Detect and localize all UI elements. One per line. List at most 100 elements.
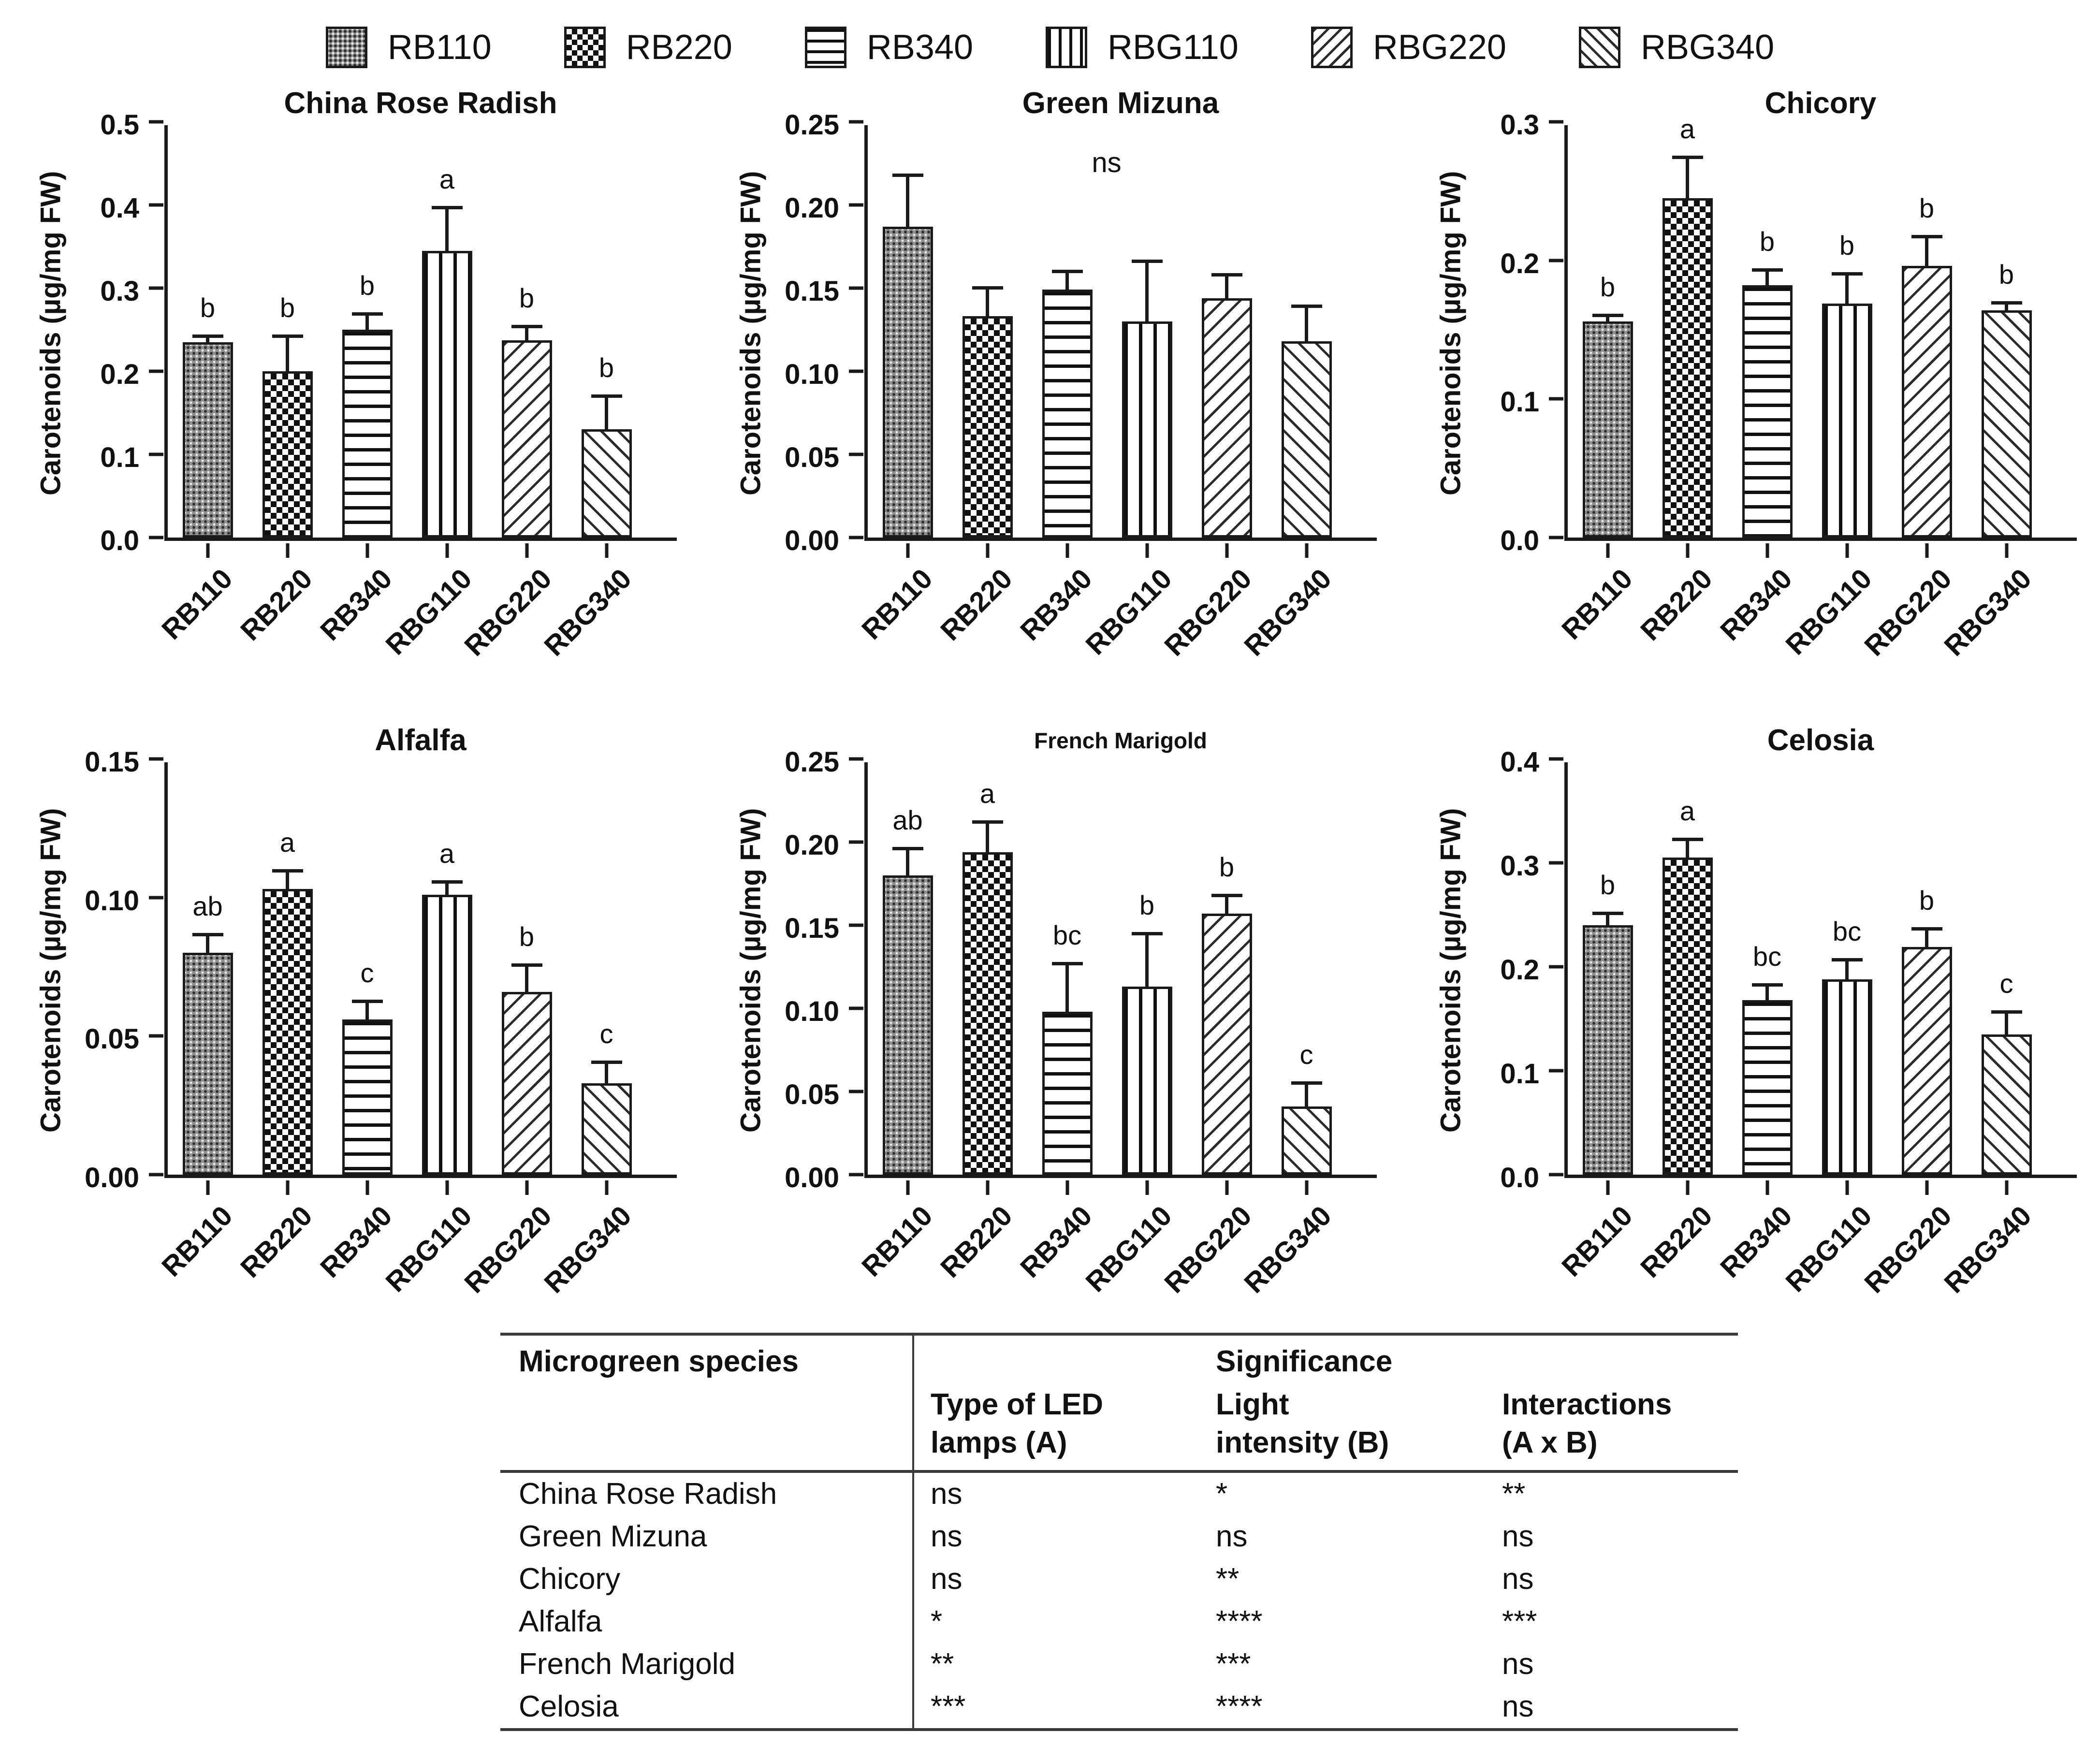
y-tick-mark (1549, 1069, 1563, 1073)
y-tick-mark (849, 757, 863, 761)
rb220-pattern-swatch (564, 27, 606, 68)
error-bar-stem (1845, 276, 1849, 305)
error-bar-cap (1991, 301, 2022, 305)
sig-letter: b (1600, 869, 1616, 900)
y-tick-mark (149, 203, 163, 207)
error-bar-cap (1291, 305, 1322, 308)
table-cell-species: French Marigold (519, 1647, 735, 1681)
error-bar-stem (206, 338, 209, 343)
error-bar-stem (445, 209, 449, 252)
error-bar-cap (892, 847, 923, 851)
y-tick-label: 0.25 (785, 746, 839, 778)
chart-inner: Carotenoids (µg/mg FW) 0.00 0.05 0.10 0.15 0.… (729, 111, 1400, 558)
y-axis: 0.00 0.05 0.10 0.15 0.20 0.25 (773, 111, 864, 555)
y-tick-mark (849, 1173, 863, 1177)
y-tick-label: 0.1 (100, 442, 139, 473)
bar-rbg110 (422, 250, 472, 538)
sig-letter: b (359, 270, 375, 301)
chart-french-marigold: French Marigold Carotenoids (µg/mg FW) 0.0… (700, 705, 1400, 1323)
chart-title: China Rose Radish (284, 87, 557, 120)
table-row: Chicory ns ** ns (500, 1558, 1738, 1600)
error-bar-cap (1672, 156, 1703, 160)
x-tick-label: RBG110 (1079, 1200, 1178, 1298)
rb340-pattern-swatch (804, 27, 846, 68)
error-bar-stem (1145, 263, 1149, 322)
y-tick-label: 0.2 (1500, 954, 1539, 986)
bar-rbg110 (1122, 321, 1172, 538)
bar-rb110 (882, 875, 933, 1175)
chart-inner: Carotenoids (µg/mg FW) 0.0 0.1 0.2 0.3 0.4 0.5… (29, 111, 700, 558)
y-axis-label: Carotenoids (µg/mg FW) (35, 808, 67, 1133)
y-tick-mark (849, 452, 863, 456)
bar-rb340 (1042, 1011, 1093, 1175)
x-tick-mark (445, 543, 449, 558)
bar-rbg340 (1981, 310, 2032, 538)
x-tick-label: RB110 (156, 563, 239, 646)
y-tick-mark (1549, 536, 1563, 539)
error-bar-stem (365, 315, 369, 331)
chart-green-mizuna: Green Mizuna Carotenoids (µg/mg FW) 0.00 0.… (700, 68, 1400, 686)
bar-rbg220 (501, 340, 552, 538)
y-tick-label: 0.05 (785, 442, 839, 473)
y-tick-label: 0.5 (100, 109, 139, 141)
table-header-light-intensity: Light intensity (B) (1216, 1388, 1389, 1460)
table-cell-led-type: ns (931, 1519, 962, 1553)
y-tick-label: 0.3 (1500, 109, 1539, 141)
legend-label-rb220: RB220 (626, 28, 732, 67)
x-axis-labels: RB110 RB220 RB340 RBG110 RBG220 RBG340 (856, 1178, 1377, 1323)
y-tick-label: 0.05 (785, 1079, 839, 1110)
error-bar-stem (1925, 930, 1928, 948)
table-cell-led-type: ** (931, 1647, 954, 1681)
table-cell-light-intensity: *** (1216, 1647, 1251, 1681)
bar-rbg110 (1822, 979, 1872, 1175)
y-tick-mark (849, 1006, 863, 1010)
charts-row-2: Alfalfa Carotenoids (µg/mg FW) 0.00 0.05 0.1… (0, 686, 2100, 1323)
y-tick-label: 0.1 (1500, 386, 1539, 418)
x-tick-mark (2005, 1180, 2008, 1195)
legend-label-rb110: RB110 (387, 28, 492, 67)
sig-letter: b (1919, 885, 1935, 916)
x-tick-label: RBG340 (1238, 1200, 1338, 1299)
annotation-ns: ns (1092, 147, 1122, 178)
x-tick-mark (1845, 1180, 1849, 1195)
error-bar-cap (1592, 314, 1623, 318)
x-tick-mark (906, 1180, 909, 1195)
x-tick-label: RBG110 (1779, 1200, 1878, 1298)
y-axis: 0.0 0.1 0.2 0.3 (1473, 111, 1564, 555)
error-bar-cap (192, 335, 223, 338)
bar-rb340 (342, 1019, 393, 1175)
sig-letter: a (979, 778, 995, 809)
bar-rbg340 (581, 1083, 632, 1175)
bar-rb220 (1662, 858, 1713, 1175)
legend-item-rbg110: RBG110 (1046, 27, 1239, 68)
significance-table: Microgreen species Significance Type of … (500, 1333, 1738, 1731)
y-tick-mark (149, 1034, 163, 1038)
y-axis-label: Carotenoids (µg/mg FW) (735, 808, 767, 1133)
error-bar-cap (972, 286, 1003, 290)
sig-letter: b (1839, 230, 1855, 261)
sig-letter: b (1139, 889, 1155, 920)
bar-rbg220 (1201, 913, 1252, 1175)
y-tick-label: 0.05 (85, 1023, 139, 1055)
y-tick-label: 0.20 (785, 192, 839, 224)
x-tick-mark (605, 543, 608, 558)
chart-alfalfa: Alfalfa Carotenoids (µg/mg FW) 0.00 0.05 0.1… (0, 705, 700, 1323)
bar-rbg220 (1901, 266, 1952, 538)
table-cell-species: China Rose Radish (519, 1477, 777, 1511)
table-cell-led-type: *** (931, 1689, 966, 1723)
error-bar-stem (1686, 841, 1689, 859)
bar-rbg220 (1901, 947, 1952, 1175)
x-tick-label: RB220 (1634, 563, 1719, 647)
x-tick-mark (206, 543, 209, 558)
bar-rbg220 (501, 991, 552, 1175)
legend-label-rbg220: RBG220 (1372, 28, 1506, 67)
x-tick-mark (525, 543, 528, 558)
rbg110-pattern-swatch (1046, 27, 1087, 68)
sig-letter: b (1759, 226, 1775, 257)
error-bar-cap (192, 932, 223, 936)
table-cell-interactions: ns (1502, 1647, 1534, 1681)
x-tick-label: RBG220 (458, 563, 558, 662)
x-tick-mark (1145, 1180, 1149, 1195)
bar-rb220 (962, 852, 1013, 1175)
